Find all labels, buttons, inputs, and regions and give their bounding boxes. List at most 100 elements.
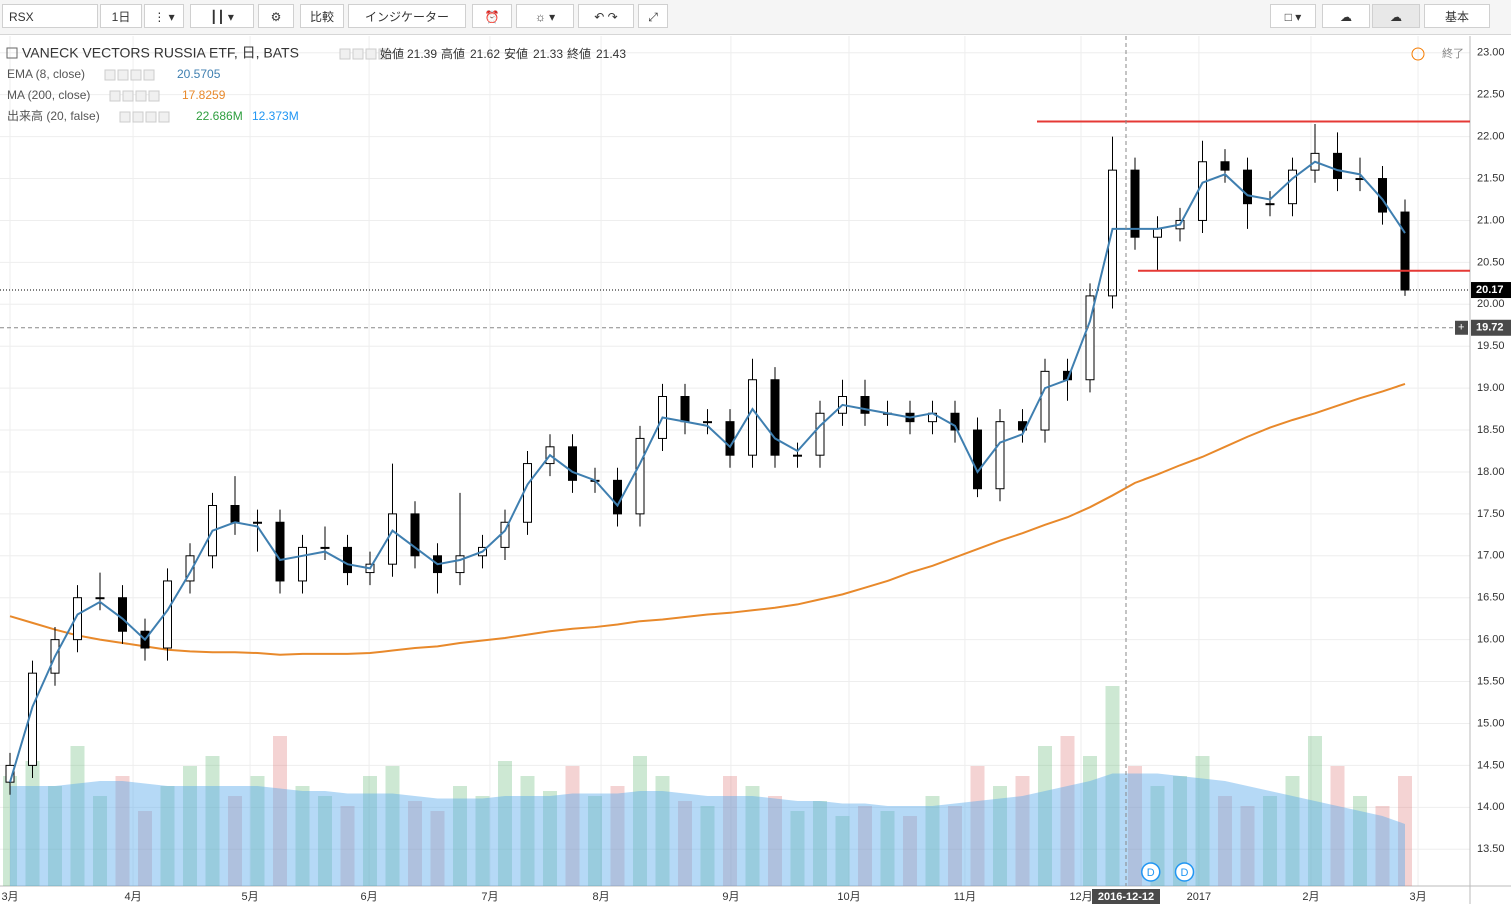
ohlc-legend: 21.62 [470,47,500,61]
volume-bar [70,746,85,886]
y-tick-label: 13.50 [1477,843,1505,855]
volume-bar [1128,766,1142,886]
volume-bar [835,816,850,886]
volume-bar [385,766,400,886]
x-tick-label: 2月 [1302,891,1319,903]
candle-body [860,396,870,414]
candle-body [703,421,712,424]
ohlc-legend: 安値 [504,46,528,61]
x-tick-label: 9月 [722,891,739,903]
candle-body [725,421,735,456]
candle-body [95,597,105,600]
y-tick-label: 22.50 [1477,89,1505,101]
volume-bar [363,776,377,886]
candle-body [523,463,532,523]
volume-bar [25,761,40,886]
candle-body [1085,295,1095,381]
volume-bar [138,811,152,886]
ema-line [9,160,1406,783]
candle-body [1288,169,1297,205]
idea-button[interactable]: ☼ ▾ [516,4,574,28]
candle-body [1153,228,1162,238]
candle-body [1198,161,1207,221]
volume-bar [970,766,985,886]
legend-icon [119,111,131,123]
dividend-label: D [1181,867,1189,879]
volume-bar [813,801,827,886]
volume-bar [520,776,535,886]
volume-bar [340,806,355,886]
alert-button[interactable]: ⏰ [472,4,512,28]
cloud-save[interactable]: ☁ [1372,4,1420,28]
y-tick-label: 22.00 [1477,131,1505,143]
volume-bar [1353,796,1367,886]
candle-body [568,446,577,481]
chart-style-button[interactable]: ┃┃ ▾ [190,4,254,28]
indicator-value: 17.8259 [182,88,226,102]
interval-menu[interactable]: ⋮ ▾ [144,4,184,28]
volume-bar [588,796,602,886]
volume-bar [1195,756,1210,886]
volume-bar [678,801,692,886]
interval-button[interactable]: 1日 [100,4,142,28]
indicator-value: 20.5705 [177,67,221,81]
volume-bar [700,806,715,886]
chart-title: VANECK VECTORS RUSSIA ETF, 日, BATS [22,45,299,61]
candle-body [73,597,82,641]
legend-icon [143,69,155,81]
volume-bar [1105,686,1120,886]
crosshair-date-label: 2016-12-12 [1098,891,1154,903]
indicators-button[interactable]: インジケーター [348,4,466,28]
last-price-tag [1471,282,1511,299]
volume-bar [250,776,265,886]
volume-bar [655,776,670,886]
y-tick-label: 16.50 [1477,592,1505,604]
ohlc-legend: 終値 [567,46,591,61]
candle-body [343,546,352,574]
x-tick-label: 4月 [125,891,142,903]
fullscreen-button[interactable]: ⤢ [638,4,668,28]
ma-line [9,382,1406,656]
legend-icon [122,90,134,102]
cloud-load[interactable]: ☁ [1322,4,1370,28]
x-tick-label: 10月 [837,891,860,903]
volume-bar [160,786,175,886]
compare-button[interactable]: 比較 [300,4,344,28]
legend-icon [158,111,170,123]
symbol-input[interactable]: RSX [2,4,98,28]
indicator-value: 22.686M [196,109,243,123]
dividend-marker [1141,862,1161,882]
x-tick-label: 3月 [1409,891,1426,903]
volume-bar [610,786,625,886]
volume-bar [1038,746,1052,886]
candle-body [1130,169,1140,238]
legend-icon [132,111,144,123]
candle-body [455,555,465,574]
candle-body [410,513,420,557]
layout-color[interactable]: □ ▾ [1270,4,1316,28]
candle-body [815,412,825,456]
indicator-name: MA (200, close) [7,88,90,102]
y-tick-label: 18.00 [1477,466,1505,478]
volume-bar [925,796,940,886]
volume-bar [430,811,445,886]
indicator-name: 出来高 (20, false) [7,108,100,123]
volume-bar [948,806,962,886]
candle-body [388,513,397,565]
y-tick-label: 17.00 [1477,550,1505,562]
candle-body [320,546,330,549]
layout-button[interactable]: 基本 [1424,4,1490,28]
undo-redo[interactable]: ↶ ↷ [578,4,634,28]
y-tick-label: 20.00 [1477,298,1505,310]
y-tick-label: 15.00 [1477,717,1505,729]
ohlc-legend: 高値 [441,46,465,61]
ohlc-legend: 21.39 [407,47,437,61]
settings-button[interactable]: ⚙ [258,4,294,28]
candle-body [950,412,960,431]
crosshair-date-tag [1092,889,1160,904]
y-tick-label: 19.00 [1477,382,1505,394]
candle-body [118,597,127,632]
volume-bar [183,766,197,886]
legend-icon [104,69,116,81]
